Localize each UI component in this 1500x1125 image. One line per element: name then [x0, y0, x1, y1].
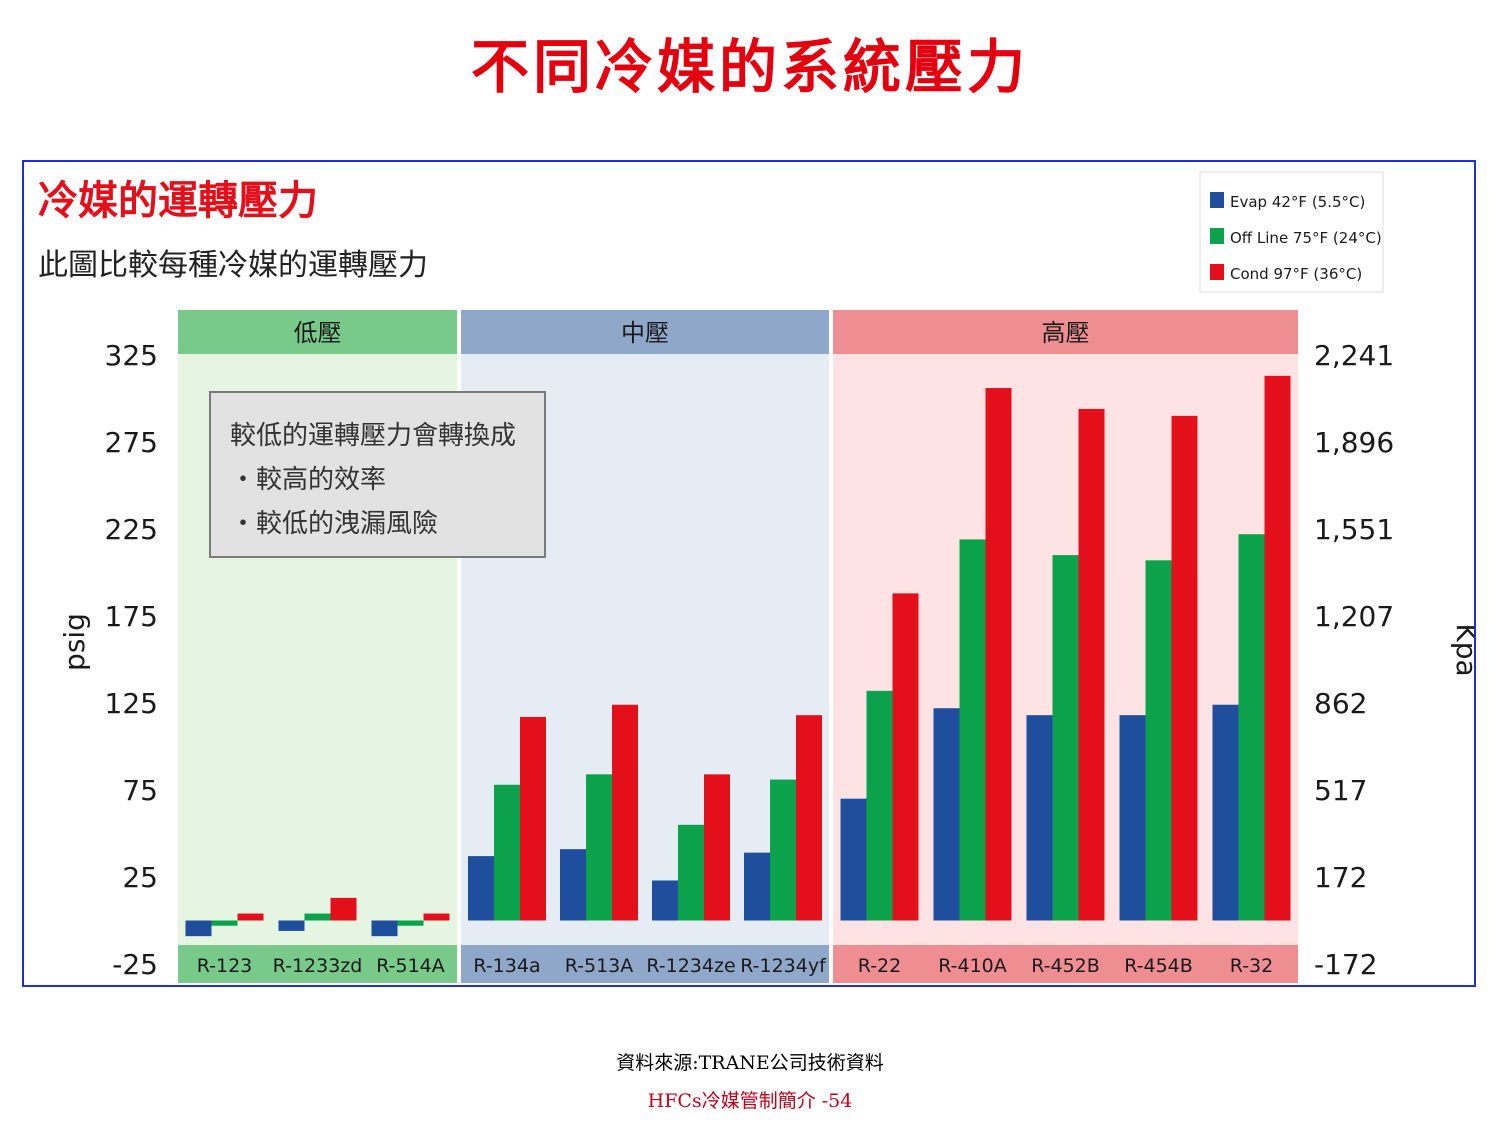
legend-label-2: Cond 97°F (36°C) — [1230, 265, 1362, 283]
bar-R-514A-0 — [371, 920, 398, 937]
ytick-right-7: -172 — [1314, 948, 1378, 981]
group-header-label-0: 低壓 — [294, 319, 342, 347]
ytick-left-0: 325 — [105, 339, 158, 372]
ytick-right-5: 517 — [1314, 774, 1367, 807]
ytick-right-3: 1,207 — [1314, 600, 1394, 633]
bar-R-1234yf-0 — [744, 852, 770, 921]
legend-swatch-2 — [1210, 264, 1224, 280]
group-header-1 — [461, 310, 829, 354]
group-header-label-1: 中壓 — [621, 319, 669, 347]
ytick-right-0: 2,241 — [1314, 339, 1394, 372]
bar-R-454B-1 — [1145, 560, 1172, 921]
bar-R-134a-1 — [494, 784, 520, 921]
bar-R-32-1 — [1238, 534, 1265, 921]
y-axis-label-left: psig — [58, 613, 91, 671]
xtick-label-R-1234ze: R-1234ze — [646, 955, 735, 977]
chart-frame: 冷媒的運轉壓力此圖比較每種冷媒的運轉壓力低壓 中壓 高壓 R-123 R-1233zd R… — [22, 160, 1483, 987]
bar-R-134a-0 — [468, 856, 494, 921]
chart-title: 冷媒的運轉壓力 — [38, 178, 318, 224]
bar-R-22-0 — [840, 798, 867, 921]
ytick-right-6: 172 — [1314, 861, 1367, 894]
bar-R-32-2 — [1264, 375, 1291, 921]
xtick-label-R-454B: R-454B — [1124, 955, 1193, 977]
bar-R-123-2 — [237, 913, 264, 921]
xtick-label-R-32: R-32 — [1230, 955, 1273, 977]
xtick-label-R-452B: R-452B — [1031, 955, 1100, 977]
y-axis-label-right: Kpa — [1450, 623, 1474, 676]
legend-label-0: Evap 42°F (5.5°C) — [1230, 193, 1365, 211]
bar-R-123-0 — [185, 920, 212, 937]
ytick-left-5: 75 — [122, 774, 158, 807]
ytick-left-3: 175 — [105, 600, 158, 633]
slide-title: 不同冷媒的系統壓力 — [470, 33, 1029, 101]
ytick-right-4: 862 — [1314, 687, 1367, 720]
bar-R-410A-2 — [985, 388, 1012, 921]
bar-R-1233zd-2 — [330, 897, 357, 921]
xtick-label-R-22: R-22 — [858, 955, 901, 977]
legend-swatch-0 — [1210, 192, 1224, 208]
ytick-left-2: 225 — [105, 513, 158, 546]
ytick-left-6: 25 — [122, 861, 158, 894]
xtick-label-R-134a: R-134a — [473, 955, 540, 977]
legend-label-1: Off Line 75°F (24°C) — [1230, 229, 1382, 247]
bar-R-452B-2 — [1078, 408, 1105, 921]
xtick-label-R-1234yf: R-1234yf — [740, 955, 827, 977]
ytick-left-4: 125 — [105, 687, 158, 720]
bar-R-452B-1 — [1052, 555, 1079, 921]
bar-R-410A-1 — [959, 539, 986, 921]
bar-R-134a-2 — [520, 716, 546, 921]
bar-R-514A-2 — [423, 913, 450, 921]
ytick-right-2: 1,551 — [1314, 513, 1394, 546]
source-note: 資料來源:TRANE公司技術資料 — [616, 1052, 884, 1074]
bar-R-513A-1 — [586, 774, 612, 921]
bar-R-1234yf-2 — [796, 715, 822, 921]
bar-R-1234ze-2 — [704, 774, 730, 921]
chart-subtitle: 此圖比較每種冷媒的運轉壓力 — [38, 248, 428, 283]
annotation-line-1: ・較高的效率 — [230, 465, 386, 495]
annotation-line-0: 較低的運轉壓力會轉換成 — [230, 421, 516, 451]
bar-R-514A-1 — [397, 920, 424, 926]
bar-R-454B-2 — [1171, 415, 1198, 921]
ytick-left-1: 275 — [105, 426, 158, 459]
bar-R-1234yf-1 — [770, 779, 796, 921]
xtick-label-R-123: R-123 — [197, 955, 253, 977]
legend-box — [1199, 171, 1384, 293]
xaxis-band-0 — [178, 945, 457, 983]
ytick-right-1: 1,896 — [1314, 426, 1394, 459]
group-header-0 — [178, 310, 457, 354]
bar-R-32-0 — [1212, 704, 1239, 921]
bar-R-410A-0 — [933, 708, 960, 921]
page-label: HFCs冷媒管制簡介 -54 — [647, 1090, 853, 1112]
group-header-label-2: 高壓 — [1042, 319, 1090, 347]
xtick-label-R-514A: R-514A — [376, 955, 445, 977]
bar-R-22-2 — [892, 593, 919, 921]
xtick-label-R-1233zd: R-1233zd — [273, 955, 363, 977]
xaxis-band-2 — [833, 945, 1298, 983]
annotation-box — [209, 391, 546, 558]
xtick-label-R-513A: R-513A — [565, 955, 634, 977]
legend-swatch-1 — [1210, 228, 1224, 244]
bar-R-452B-0 — [1026, 715, 1053, 921]
xaxis-band-1 — [461, 945, 829, 983]
bar-R-513A-2 — [612, 704, 638, 921]
ytick-left-7: -25 — [112, 948, 158, 981]
bar-R-22-1 — [866, 690, 893, 921]
bar-R-454B-0 — [1119, 715, 1146, 921]
bar-R-1233zd-1 — [304, 913, 331, 921]
xtick-label-R-410A: R-410A — [938, 955, 1007, 977]
bar-R-1233zd-0 — [278, 920, 305, 931]
group-header-2 — [833, 310, 1298, 354]
bar-R-513A-0 — [560, 849, 586, 921]
annotation-line-2: ・較低的洩漏風險 — [230, 509, 438, 539]
bar-R-123-1 — [211, 920, 238, 926]
bar-R-1234ze-0 — [652, 880, 678, 921]
bar-R-1234ze-1 — [678, 824, 704, 921]
